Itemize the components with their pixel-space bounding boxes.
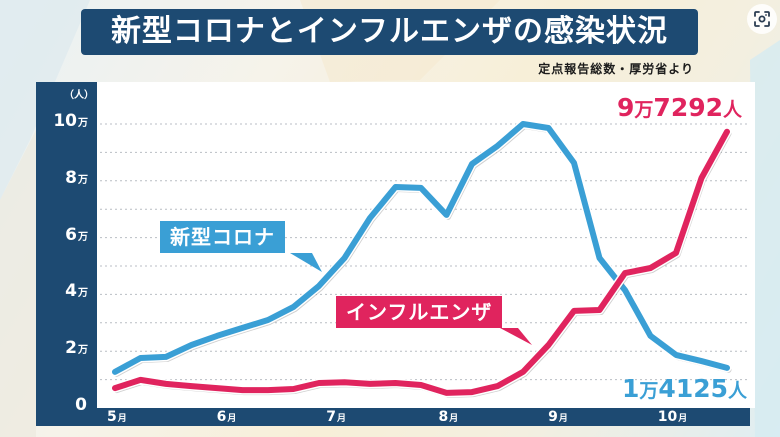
page-title: 新型コロナとインフルエンザの感染状況 — [110, 14, 669, 49]
title-banner — [81, 9, 698, 55]
x-tick-number: 7 — [326, 409, 337, 425]
y-tick-unit: 万 — [78, 345, 88, 357]
flu-callout-tail — [500, 328, 532, 345]
covid-series-line — [112, 121, 730, 375]
y-axis-panel — [36, 82, 97, 425]
y-tick-label: 10万 — [53, 111, 88, 131]
flu-end-value-man-unit: 万 — [634, 99, 654, 121]
x-tick-number: 10 — [657, 409, 678, 425]
x-tick-label: 10月 — [658, 408, 688, 428]
flu-end-value-unit: 人 — [723, 99, 743, 121]
series-shadow-1 — [113, 130, 732, 398]
y-tick-label: 2万 — [65, 338, 88, 358]
y-tick-unit: 万 — [78, 231, 88, 243]
x-tick-unit: 月 — [449, 414, 459, 424]
x-tick-number: 8 — [438, 409, 449, 425]
y-tick-unit: 万 — [78, 174, 88, 186]
lens-button[interactable] — [747, 4, 777, 34]
covid-end-value-rest: 4125 — [658, 374, 729, 403]
y-tick-number: 2 — [65, 338, 77, 359]
x-tick-number: 9 — [548, 409, 558, 425]
y-tick-label: 0 — [75, 395, 88, 415]
y-tick-number: 6 — [65, 224, 77, 245]
x-tick-unit: 月 — [117, 414, 127, 424]
x-tick-label: 6月 — [217, 408, 237, 428]
covid-end-value-unit: 人 — [728, 380, 748, 402]
x-tick-number: 5 — [107, 409, 117, 425]
y-tick-number: 8 — [65, 167, 77, 188]
y-tick-number: 4 — [65, 281, 77, 302]
covid-end-value-man-unit: 万 — [639, 380, 659, 402]
x-tick-label: 8月 — [439, 408, 459, 428]
y-tick-unit: 万 — [78, 288, 88, 300]
x-tick-label: 5月 — [107, 408, 127, 428]
y-tick-label: 4万 — [65, 281, 88, 301]
covid-callout-tail — [290, 253, 322, 272]
y-tick-unit: 万 — [78, 118, 88, 129]
y-tick-number: 10 — [53, 111, 77, 131]
source-note: 定点報告総数・厚労省より — [538, 62, 694, 76]
y-axis-unit-label: （人） — [64, 90, 94, 101]
x-tick-label: 7月 — [326, 408, 346, 428]
flu-series-line — [112, 128, 730, 396]
flu-end-value-rest: 7292 — [653, 93, 724, 122]
y-tick-label: 6万 — [65, 225, 88, 245]
y-tick-number: 0 — [75, 395, 87, 415]
x-tick-unit: 月 — [558, 414, 568, 424]
x-tick-unit: 月 — [227, 414, 237, 424]
x-tick-label: 9月 — [548, 408, 568, 428]
camera-lens-icon — [754, 11, 770, 27]
x-tick-number: 6 — [216, 409, 227, 425]
y-tick-label: 8万 — [65, 168, 88, 188]
x-tick-unit: 月 — [678, 414, 688, 424]
x-tick-unit: 月 — [337, 414, 347, 424]
series-outline-1 — [110, 127, 732, 398]
flu-end-value-man: 9 — [617, 93, 635, 122]
covid-end-value-label: 1万4125人 — [622, 374, 747, 403]
x-axis-band — [36, 408, 750, 426]
covid-end-value-man: 1 — [622, 374, 640, 403]
legend-callout-flu: インフルエンザ — [336, 296, 503, 328]
legend-callout-covid: 新型コロナ — [160, 221, 285, 253]
flu-end-value-label: 9万7292人 — [617, 93, 742, 122]
